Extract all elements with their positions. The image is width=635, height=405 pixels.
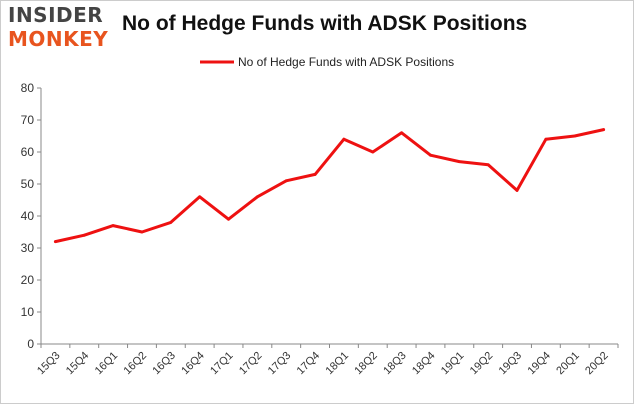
x-tick-label: 20Q2 — [583, 350, 611, 378]
y-tick-label: 30 — [21, 241, 35, 255]
data-point — [111, 224, 115, 228]
data-point — [371, 150, 375, 154]
data-point — [544, 137, 548, 141]
x-tick-label: 20Q1 — [554, 350, 582, 378]
logo-line-1: INSIDER — [8, 3, 104, 27]
chart-legend: No of Hedge Funds with ADSK Positions — [200, 55, 454, 69]
insider-monkey-logo: INSIDER MONKEY — [8, 4, 120, 52]
x-tick-label: 19Q1 — [439, 350, 467, 378]
data-point — [342, 137, 346, 141]
data-point — [573, 134, 577, 138]
data-point — [486, 163, 490, 167]
x-tick-label: 16Q3 — [150, 350, 178, 378]
series-line — [53, 128, 606, 244]
logo-line-2: MONKEY — [8, 27, 109, 51]
data-point — [400, 131, 404, 135]
data-point — [198, 195, 202, 199]
data-point — [602, 128, 605, 132]
x-tick-label: 17Q1 — [208, 350, 236, 378]
data-point — [255, 195, 259, 199]
chart-title: No of Hedge Funds with ADSK Positions — [122, 12, 528, 35]
data-point — [82, 233, 86, 237]
data-point — [140, 230, 144, 234]
data-point — [457, 160, 461, 164]
x-tick-label: 16Q1 — [93, 350, 121, 378]
x-tick-label: 18Q1 — [324, 350, 352, 378]
x-tick-label: 19Q3 — [497, 350, 525, 378]
x-tick-label: 18Q2 — [352, 350, 380, 378]
y-tick-label: 0 — [27, 337, 34, 351]
x-tick-label: 17Q2 — [237, 350, 265, 378]
x-tick-label: 17Q3 — [266, 350, 294, 378]
data-point — [227, 217, 230, 221]
series-group — [53, 128, 606, 244]
x-tick-label: 16Q2 — [122, 350, 150, 378]
axes: 0 10 20 30 40 50 60 70 80 15Q3 15Q4 16Q1 16Q2 16Q3 16Q… — [21, 81, 619, 378]
x-tick-label: 15Q3 — [35, 350, 63, 378]
data-point — [284, 179, 288, 183]
x-tick-label: 15Q4 — [64, 350, 92, 378]
y-tick-label: 70 — [21, 113, 35, 127]
y-tick-label: 10 — [21, 305, 35, 319]
data-point — [429, 153, 432, 157]
y-tick-label: 50 — [21, 177, 35, 191]
data-point — [313, 173, 317, 176]
legend-label: No of Hedge Funds with ADSK Positions — [238, 55, 454, 69]
data-point — [169, 221, 173, 224]
x-tick-label: 18Q3 — [381, 350, 409, 378]
y-tick-label: 60 — [21, 145, 35, 159]
y-tick-label: 40 — [21, 209, 35, 223]
data-point — [54, 240, 57, 244]
x-tick-label: 18Q4 — [410, 350, 438, 378]
data-point — [515, 189, 519, 192]
x-tick-label: 19Q4 — [525, 350, 553, 378]
x-tick-label: 17Q4 — [295, 350, 323, 378]
x-tick-label: 16Q4 — [179, 350, 207, 378]
x-tick-label: 19Q2 — [468, 350, 496, 378]
y-tick-label: 80 — [21, 81, 35, 95]
y-tick-label: 20 — [21, 273, 35, 287]
